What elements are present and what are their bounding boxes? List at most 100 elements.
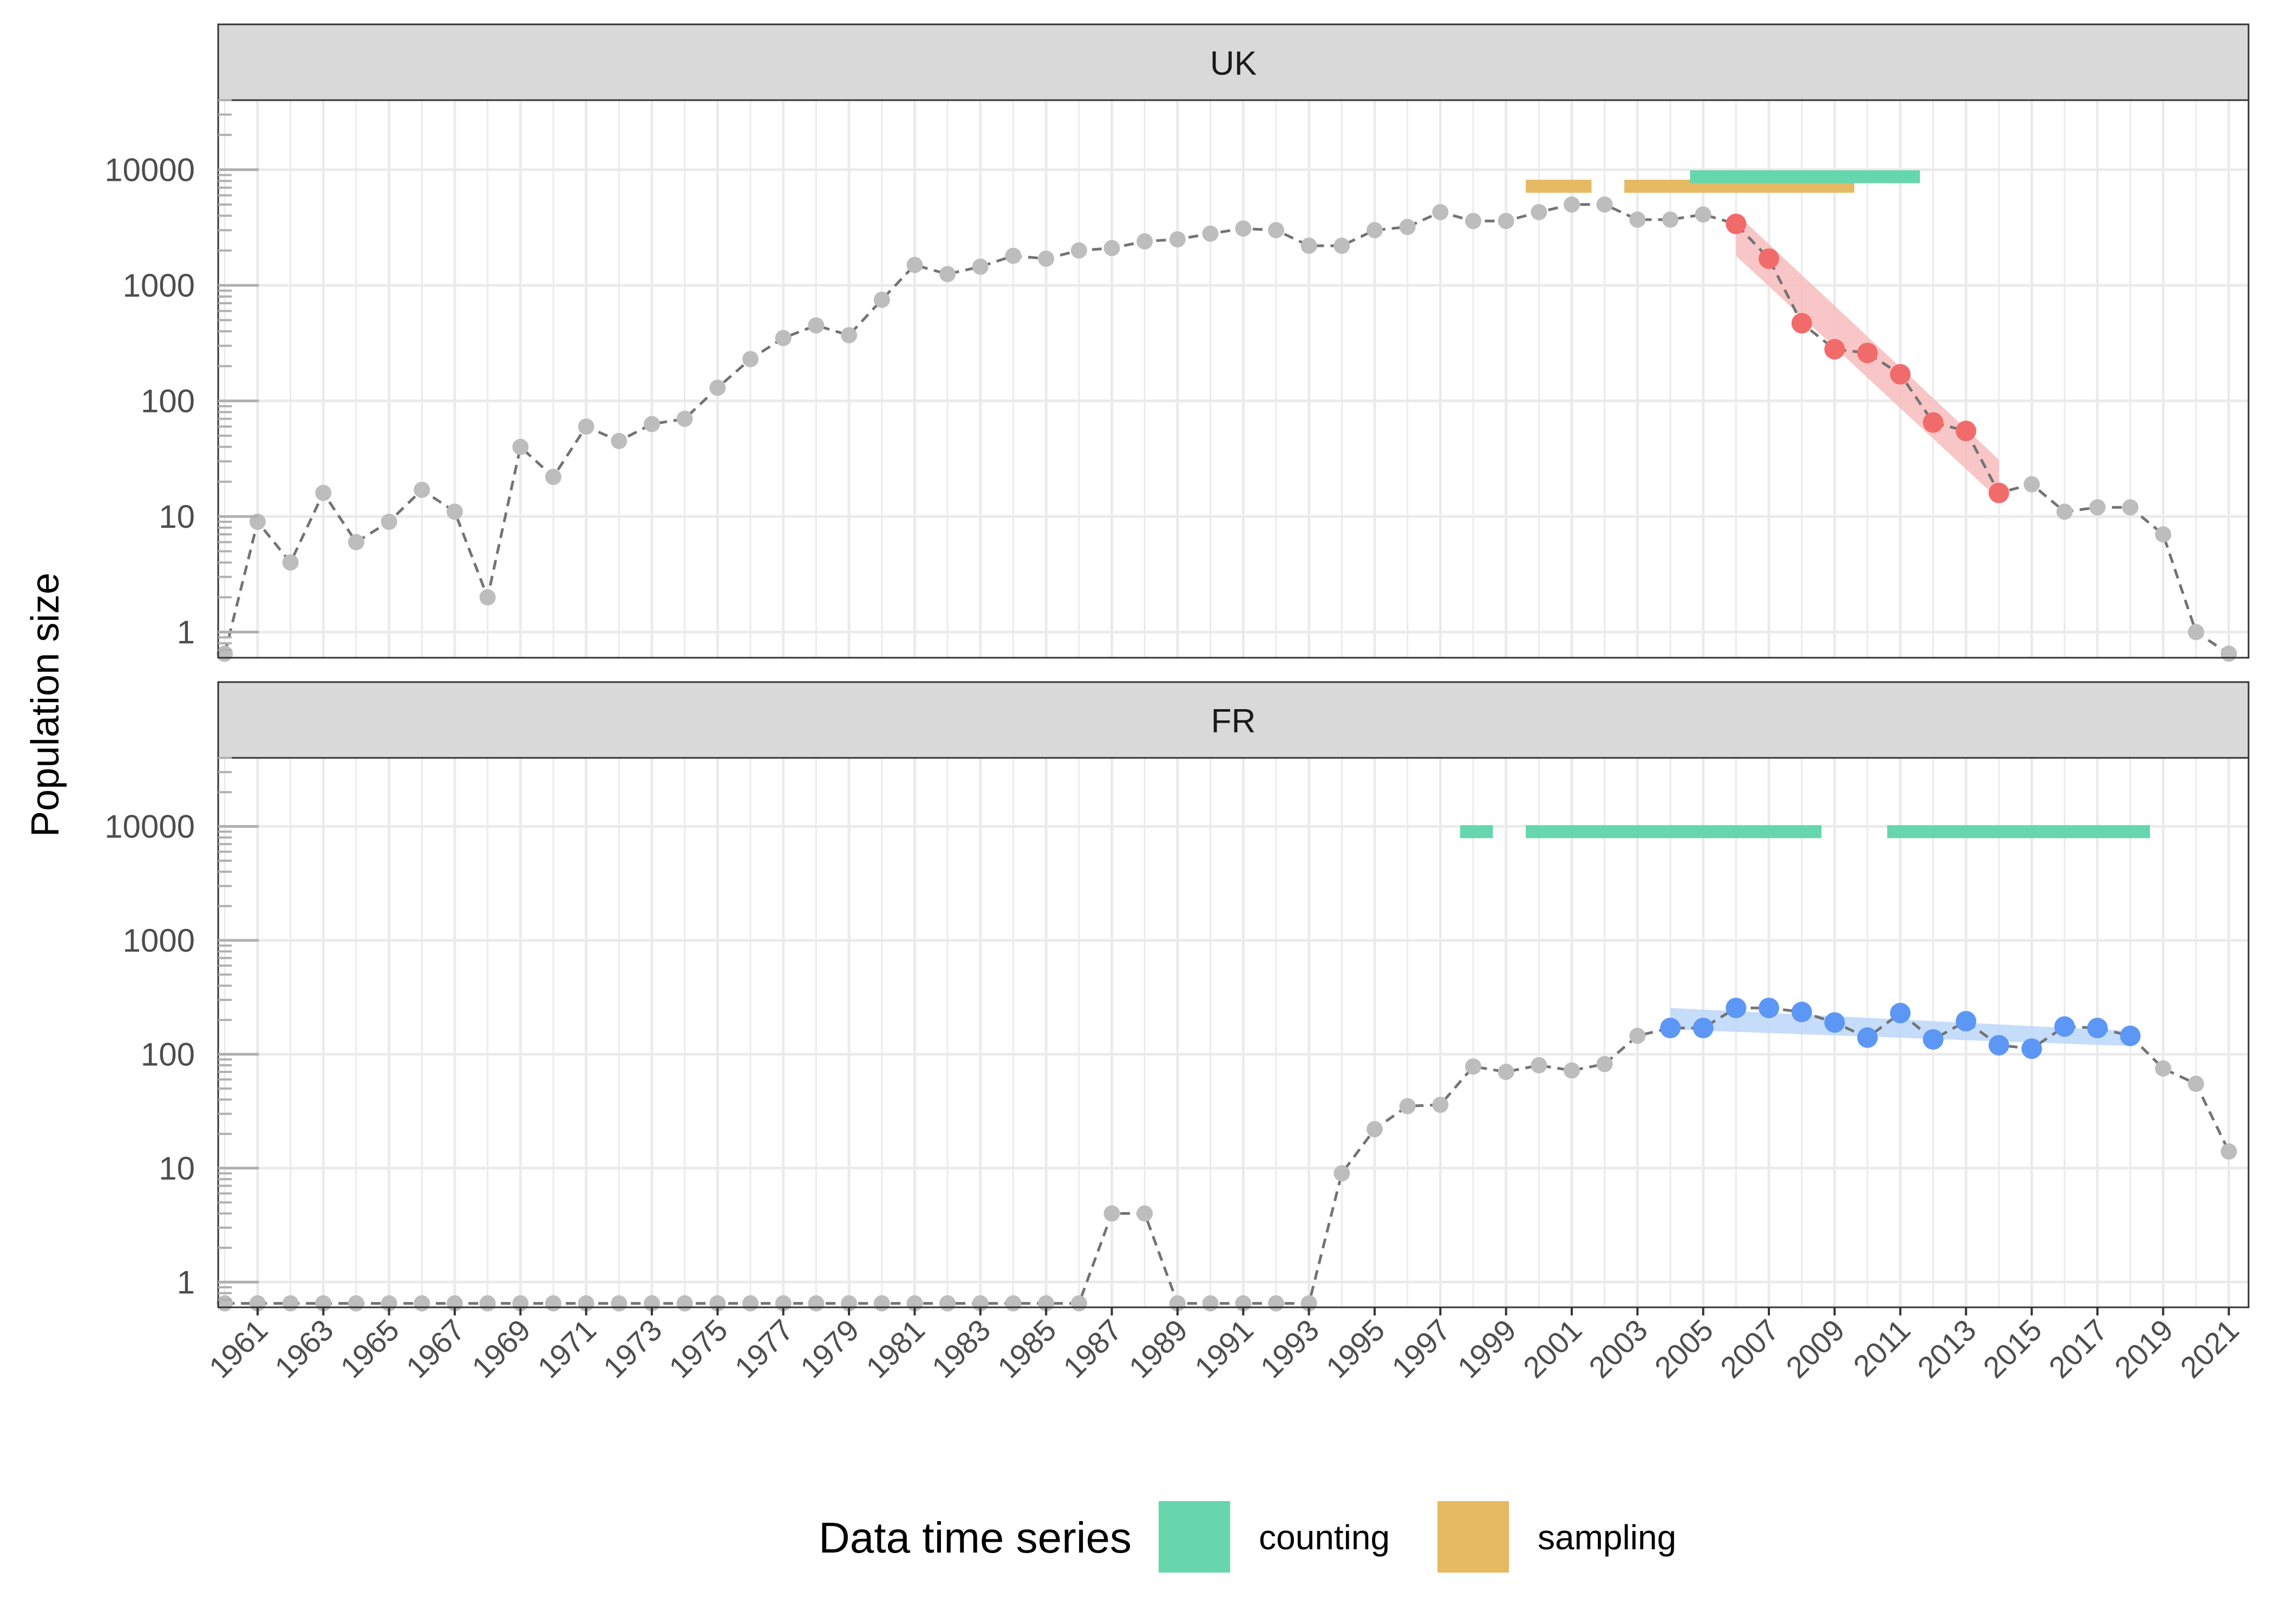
legend: Data time series counting sampling — [819, 1501, 1676, 1573]
data-point-1962 — [282, 554, 299, 571]
y-axis-label: Population size — [24, 573, 67, 837]
legend-swatch-sampling — [1437, 1501, 1509, 1573]
data-point-1960 — [217, 1295, 233, 1312]
population-line-uk — [223, 203, 2230, 655]
data-point-2016 — [2056, 503, 2073, 520]
data-point-1999 — [1498, 1064, 1514, 1081]
highlight-point-2012 — [1923, 412, 1944, 433]
data-point-1984 — [1005, 247, 1022, 264]
data-point-2003 — [1629, 211, 1646, 228]
data-point-1980 — [873, 1295, 890, 1312]
data-point-1987 — [1103, 1205, 1120, 1222]
panel-fr: FR 1 10 100 1000 10000 — [104, 681, 2250, 1312]
panel-title-uk: UK — [1210, 45, 1257, 82]
population-points-uk — [217, 196, 2237, 662]
series-bar-counting-3 — [1887, 825, 2150, 839]
data-point-1978 — [808, 317, 825, 334]
panel-uk: UK 1 10 100 1000 10000 — [104, 23, 2250, 662]
data-point-2000 — [1531, 204, 1547, 220]
y-axis-fr: 1 10 100 1000 10000 — [104, 757, 259, 1301]
highlight-point-2008 — [1791, 1001, 1812, 1023]
panel-title-fr: FR — [1211, 703, 1256, 740]
data-point-1989 — [1169, 231, 1186, 248]
data-point-1974 — [676, 1295, 693, 1312]
data-point-1999 — [1498, 213, 1514, 230]
data-series-bars-fr — [1460, 825, 2150, 839]
series-bar-sampling-1 — [1526, 180, 1592, 193]
data-point-1980 — [873, 291, 890, 308]
legend-title: Data time series — [819, 1514, 1132, 1562]
data-point-1966 — [414, 1295, 430, 1312]
data-point-1985 — [1038, 250, 1055, 267]
data-point-1972 — [611, 433, 628, 449]
legend-label-counting: counting — [1259, 1518, 1390, 1557]
highlight-point-2016 — [2054, 1016, 2075, 1037]
y-tick-label-1000: 1000 — [123, 267, 195, 304]
y-tick-label-10: 10 — [159, 499, 195, 535]
data-point-1994 — [1334, 1165, 1350, 1182]
data-point-2015 — [2023, 476, 2040, 493]
data-point-1963 — [315, 484, 332, 501]
data-point-1968 — [479, 1295, 496, 1312]
highlight-point-2017 — [2087, 1018, 2108, 1039]
data-point-1984 — [1005, 1295, 1022, 1312]
highlight-point-2008 — [1791, 313, 1812, 334]
data-point-1972 — [611, 1295, 628, 1312]
highlight-point-2011 — [1890, 1003, 1911, 1024]
highlight-point-2010 — [1857, 342, 1878, 363]
data-point-2018 — [2122, 499, 2139, 516]
data-point-1993 — [1301, 237, 1317, 254]
data-point-2019 — [2155, 1060, 2172, 1077]
data-point-1976 — [742, 1295, 759, 1312]
data-point-1995 — [1366, 1121, 1383, 1137]
y-tick-label-10000: 10000 — [104, 152, 195, 188]
data-point-2020 — [2187, 1076, 2204, 1092]
data-point-1986 — [1070, 242, 1087, 259]
trend-ribbon-band — [1670, 1007, 2131, 1046]
highlight-point-2009 — [1824, 339, 1845, 360]
data-point-2017 — [2089, 499, 2106, 516]
data-point-1965 — [381, 513, 397, 530]
data-point-1998 — [1465, 213, 1481, 230]
highlight-point-2012 — [1923, 1029, 1944, 1050]
trend-ribbon-fr — [1670, 1007, 2131, 1046]
data-point-1986 — [1070, 1295, 1087, 1312]
data-point-1960 — [217, 645, 233, 662]
highlight-point-2010 — [1857, 1027, 1878, 1048]
highlight-point-2013 — [1956, 421, 1977, 442]
series-bar-counting-2 — [1526, 825, 1822, 839]
data-point-1964 — [348, 534, 364, 551]
highlight-point-2004 — [1660, 1018, 1681, 1039]
data-point-1982 — [939, 1295, 956, 1312]
data-point-1982 — [939, 266, 956, 283]
series-bar-counting-1 — [1460, 825, 1493, 839]
data-point-1990 — [1202, 1295, 1219, 1312]
data-series-bars-uk — [1526, 170, 1920, 193]
data-point-2019 — [2155, 526, 2172, 543]
series-bar-counting-3 — [1690, 170, 1920, 184]
data-point-1992 — [1267, 1295, 1284, 1312]
data-point-1996 — [1399, 1098, 1416, 1115]
data-point-1969 — [512, 438, 529, 455]
data-point-2020 — [2187, 624, 2204, 640]
data-point-1994 — [1334, 237, 1350, 254]
highlight-point-2006 — [1726, 213, 1747, 234]
y-tick-label-100: 100 — [141, 1037, 195, 1073]
highlight-point-2014 — [1988, 1034, 2009, 1056]
y-tick-label-10000: 10000 — [104, 809, 195, 845]
panel-strip-uk — [217, 23, 2250, 101]
plot-border-fr — [217, 757, 2250, 1308]
highlight-point-2005 — [1693, 1018, 1714, 1039]
data-point-2021 — [2220, 645, 2237, 662]
data-point-1970 — [545, 468, 561, 485]
y-tick-label-10: 10 — [159, 1150, 195, 1187]
data-point-2004 — [1662, 211, 1679, 228]
legend-label-sampling: sampling — [1538, 1518, 1676, 1557]
population-line-path — [223, 203, 2230, 655]
data-point-1998 — [1465, 1058, 1481, 1075]
data-point-1977 — [775, 330, 792, 346]
data-point-1973 — [643, 416, 660, 433]
y-axis-uk: 1 10 100 1000 10000 — [104, 99, 259, 651]
data-point-1967 — [446, 503, 463, 520]
